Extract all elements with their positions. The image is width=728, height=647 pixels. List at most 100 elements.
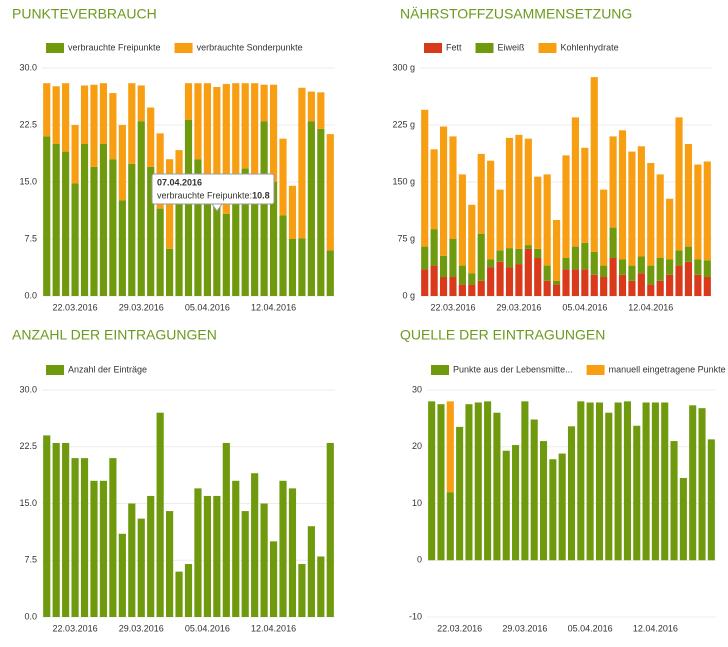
bar-segment <box>147 495 155 617</box>
bar-segment <box>446 401 454 493</box>
bar-segment <box>515 264 523 296</box>
y-tick-label: 30 <box>412 384 422 394</box>
y-tick-label: 30.0 <box>19 62 37 72</box>
y-tick-label: 0 g <box>402 290 415 300</box>
bar-segment <box>534 258 542 296</box>
bar-segment <box>496 261 504 296</box>
bar-segment <box>317 92 325 129</box>
x-tick-label: 12.04.2016 <box>251 302 296 312</box>
bar-segment <box>553 220 561 281</box>
bar-segment <box>567 426 576 561</box>
x-tick-label: 22.03.2016 <box>53 302 98 312</box>
bar-segment <box>184 564 193 617</box>
y-tick-label: 0.0 <box>24 290 37 300</box>
legend-label: Punkte aus der Lebensmitte... <box>453 364 573 374</box>
x-tick-label: 05.04.2016 <box>185 302 230 312</box>
bar-segment <box>128 163 136 296</box>
bar-segment <box>487 160 495 260</box>
bar-segment <box>213 182 221 296</box>
bar-segment <box>194 159 202 296</box>
bar-segment <box>437 404 445 561</box>
bar-segment <box>251 83 259 183</box>
bar-segment <box>543 280 551 296</box>
bar-segment <box>62 151 70 296</box>
bar-segment <box>241 83 249 169</box>
bar-segment <box>156 412 164 617</box>
bar-segment <box>484 401 492 561</box>
bar-segment <box>128 503 136 617</box>
bar-segment <box>260 121 268 296</box>
bar-segment <box>90 84 98 167</box>
bar-segment <box>222 442 230 617</box>
bar-segment <box>439 277 448 296</box>
y-tick-label: 20 <box>412 441 422 451</box>
bar-segment <box>446 492 454 561</box>
x-tick-label: 12.04.2016 <box>628 302 673 312</box>
x-tick-label: 05.04.2016 <box>562 302 607 312</box>
bar-segment <box>600 189 608 266</box>
y-tick-label: 300 g <box>392 62 415 72</box>
bar-segment <box>269 541 278 617</box>
bar-segment <box>703 260 711 277</box>
bar-segment <box>307 526 315 617</box>
bar-segment <box>241 511 249 617</box>
bar-segment <box>156 133 164 209</box>
bar-segment <box>524 138 532 246</box>
bar-segment <box>614 402 622 561</box>
bar-segment <box>118 533 126 617</box>
bar-segment <box>553 284 561 296</box>
bar-segment <box>474 402 482 561</box>
bar-segment <box>581 242 589 270</box>
bar-segment <box>656 280 664 296</box>
bar-segment <box>298 564 306 617</box>
y-tick-label: 0.0 <box>24 611 37 621</box>
x-tick-label: 29.03.2016 <box>119 623 164 633</box>
bar-segment <box>633 425 641 561</box>
bar-segment <box>241 168 249 296</box>
y-tick-label: -10 <box>409 611 422 621</box>
bar-segment <box>156 208 164 296</box>
bar-segment <box>656 174 664 258</box>
x-tick-label: 29.03.2016 <box>119 302 164 312</box>
legend-swatch <box>431 365 449 375</box>
y-tick-label: 75 g <box>397 233 415 243</box>
chart-title: PUNKTEVERBRAUCH <box>12 6 157 22</box>
bar-segment <box>298 238 306 296</box>
bar-segment <box>477 153 485 234</box>
legend-label: Kohlenhydrate <box>561 42 619 52</box>
bar-segment <box>421 246 429 270</box>
bar-segment <box>137 121 145 296</box>
bar-segment <box>562 155 570 258</box>
bar-segment <box>571 117 579 247</box>
bar-segment <box>52 442 60 617</box>
x-tick-label: 29.03.2016 <box>502 623 547 633</box>
bar-segment <box>421 269 429 296</box>
bar-segment <box>628 280 636 296</box>
bar-segment <box>623 401 631 561</box>
bar-segment <box>694 274 702 296</box>
bar-segment <box>251 182 259 296</box>
bar-segment <box>269 84 278 182</box>
bar-segment <box>590 274 598 296</box>
bar-segment <box>118 200 126 296</box>
bar-segment <box>534 248 542 258</box>
bar-segment <box>703 161 711 261</box>
bar-segment <box>421 109 429 247</box>
bar-segment <box>661 402 669 561</box>
bar-segment <box>71 125 79 184</box>
legend-label: verbrauchte Freipunkte <box>68 42 161 52</box>
bar-segment <box>80 85 89 144</box>
bar-segment <box>279 480 287 617</box>
legend-swatch <box>46 43 64 53</box>
tooltip: 07.04.2016 verbrauchte Freipunkte: 10.8 <box>151 173 275 212</box>
bar-segment <box>184 83 193 120</box>
bar-segment <box>90 480 98 617</box>
bar-segment <box>52 144 60 296</box>
bar-segment <box>487 259 495 268</box>
bar-segment <box>515 134 523 249</box>
bar-segment <box>684 246 693 262</box>
bar-segment <box>628 265 636 281</box>
bar-segment <box>524 245 532 249</box>
bar-segment <box>642 402 650 561</box>
bar-segment <box>618 274 627 296</box>
